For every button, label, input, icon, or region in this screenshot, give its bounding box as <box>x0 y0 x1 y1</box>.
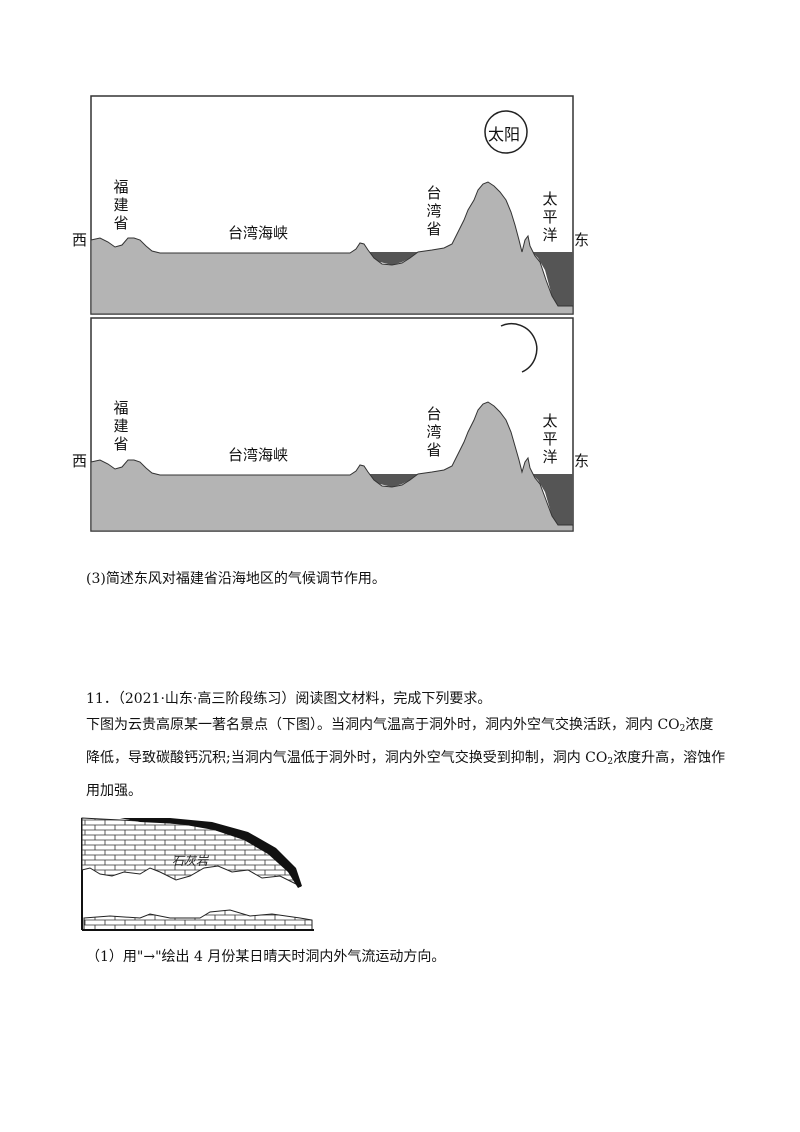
para-part-1: 下图为云贵高原某一著名景点（下图）。当洞内气温高于洞外时，洞内外空气交换活跃，洞… <box>86 717 680 733</box>
top-pacific-water <box>532 252 573 306</box>
sun-icon <box>484 110 528 154</box>
bottom-pacific-water <box>532 474 573 525</box>
top-pacific-label: 太平洋 <box>542 190 558 244</box>
bottom-strait-water <box>150 474 418 487</box>
question-11-sub-1: （1）用"→"绘出 4 月份某日晴天时洞内外气流运动方向。 <box>86 949 446 965</box>
question-11-heading: 11．（2021·山东·高三阶段练习）阅读图文材料，完成下列要求。 <box>86 691 492 707</box>
limestone-label: 石灰岩 <box>172 854 209 868</box>
question-3-text: (3)简述东风对福建省沿海地区的气候调节作用。 <box>86 571 386 587</box>
bottom-strait-label: 台湾海峡 <box>228 446 289 464</box>
top-east-label: 东 <box>574 231 590 249</box>
top-taiwan-label: 台湾省 <box>426 184 442 238</box>
top-strait-label: 台湾海峡 <box>228 224 289 242</box>
question-11-paragraph: 下图为云贵高原某一著名景点（下图）。当洞内气温高于洞外时，洞内外空气交换活跃，洞… <box>86 711 726 806</box>
top-panel <box>90 95 574 315</box>
top-strait-water <box>150 252 418 265</box>
bottom-panel <box>90 317 574 532</box>
cross-section-figure <box>90 95 574 532</box>
moon-icon <box>500 323 538 373</box>
co2-subscript-2: 2 <box>607 757 614 767</box>
para-part-3: 浓度升高，溶蚀作用加强。 <box>86 750 726 799</box>
bottom-land <box>90 401 574 532</box>
top-west-label: 西 <box>72 231 88 249</box>
bottom-taiwan-label: 台湾省 <box>426 405 442 459</box>
top-fujian-label: 福建省 <box>113 178 129 232</box>
cave-lower-rock <box>83 909 313 931</box>
para-part-2: 浓度降低，导致碳酸钙沉积;当洞内气温低于洞外时，洞内外空气交换受到抑制，洞内 C… <box>86 717 714 766</box>
co2-subscript-1: 2 <box>679 724 686 734</box>
sun-label: 太阳 <box>488 125 521 144</box>
top-land <box>90 181 574 315</box>
bottom-west-label: 西 <box>72 452 88 470</box>
bottom-pacific-label: 太平洋 <box>542 412 558 466</box>
bottom-fujian-label: 福建省 <box>113 399 129 453</box>
bottom-east-label: 东 <box>574 452 590 470</box>
